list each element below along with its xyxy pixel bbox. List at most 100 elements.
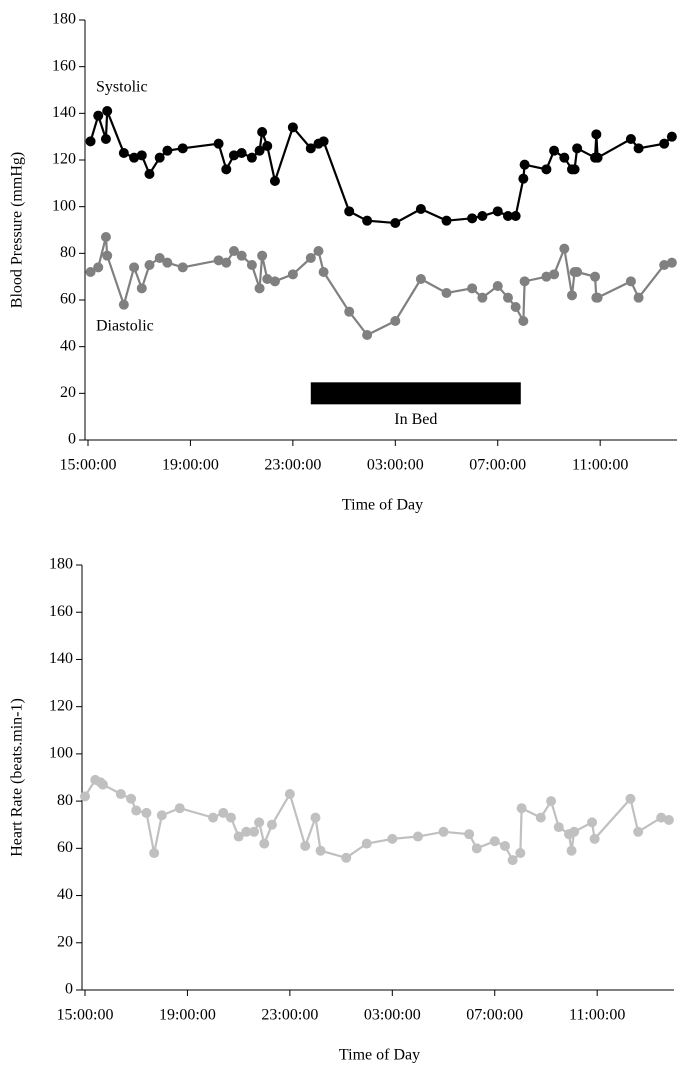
y-tick-label: 20	[57, 933, 73, 950]
data-point	[592, 152, 603, 163]
data-point	[228, 246, 239, 256]
data-point	[492, 206, 503, 217]
data-point	[590, 271, 601, 282]
data-point	[246, 152, 257, 163]
data-point	[390, 316, 401, 326]
data-point	[633, 292, 644, 303]
data-point	[633, 826, 644, 837]
data-point	[102, 106, 113, 116]
data-point	[659, 260, 670, 270]
data-point	[663, 815, 674, 825]
data-point	[549, 269, 560, 280]
data-point	[464, 829, 475, 840]
x-tick-label: 19:00:00	[159, 1007, 216, 1024]
data-point	[559, 243, 570, 254]
data-point	[553, 822, 564, 833]
data-point	[149, 848, 160, 859]
data-point	[213, 138, 224, 149]
data-point	[567, 290, 578, 301]
data-point	[633, 143, 644, 154]
data-point	[441, 288, 452, 298]
data-point	[300, 840, 311, 851]
data-point	[310, 812, 321, 823]
data-point	[666, 131, 677, 142]
data-point	[438, 826, 449, 837]
data-point	[129, 152, 140, 163]
data-point	[666, 257, 677, 268]
series-label: Diastolic	[96, 318, 154, 335]
data-point	[625, 276, 636, 287]
data-point	[510, 302, 521, 312]
data-point	[625, 793, 636, 804]
data-point	[566, 845, 577, 856]
data-point	[259, 838, 270, 849]
data-point	[625, 134, 636, 144]
data-point	[477, 211, 488, 221]
data-point	[499, 840, 510, 851]
data-point	[492, 281, 503, 291]
data-point	[284, 789, 295, 800]
annotation-label: In Bed	[394, 411, 437, 428]
data-point	[218, 807, 229, 818]
data-point	[541, 271, 552, 282]
x-tick-label: 07:00:00	[466, 1007, 523, 1024]
data-point	[318, 267, 329, 277]
data-point	[549, 145, 560, 156]
y-tick-label: 180	[49, 556, 73, 573]
data-point	[233, 831, 244, 842]
data-point	[589, 833, 600, 844]
data-point	[174, 803, 185, 814]
y-axis-title: Heart Rate (beats.min-1)	[9, 698, 26, 857]
data-point	[102, 250, 113, 261]
data-point	[412, 831, 423, 842]
data-point	[515, 848, 526, 859]
data-point	[467, 283, 478, 294]
data-point	[592, 292, 603, 303]
series-line	[89, 110, 673, 225]
data-point	[236, 148, 247, 158]
y-tick-label: 80	[60, 244, 76, 261]
data-point	[257, 250, 268, 261]
series-label: Systolic	[96, 79, 148, 96]
y-tick-label: 160	[52, 57, 76, 74]
data-point	[344, 206, 355, 217]
y-axis-title: Blood Pressure (mmHg)	[9, 152, 26, 308]
x-tick-label: 15:00:00	[57, 1007, 114, 1024]
data-point	[287, 122, 298, 133]
data-point	[156, 810, 167, 821]
data-point	[587, 817, 598, 828]
data-point	[228, 150, 239, 161]
data-point	[249, 826, 260, 837]
data-point	[315, 845, 326, 856]
data-point	[507, 855, 518, 866]
data-point	[100, 232, 111, 242]
data-point	[387, 833, 398, 844]
data-point	[262, 274, 273, 284]
data-point	[502, 211, 513, 221]
data-point	[519, 159, 530, 170]
data-point	[569, 826, 580, 837]
data-point	[129, 262, 140, 273]
data-point	[118, 148, 129, 158]
x-tick-label: 23:00:00	[264, 457, 321, 474]
data-point	[246, 260, 257, 270]
data-point	[144, 169, 155, 179]
data-point	[254, 145, 265, 156]
x-axis-title: Time of Day	[339, 1047, 420, 1064]
data-point	[100, 134, 111, 144]
data-point	[208, 812, 219, 823]
data-point	[118, 299, 129, 310]
data-point	[518, 316, 529, 326]
data-point	[559, 152, 570, 163]
data-point	[221, 164, 232, 175]
x-tick-label: 23:00:00	[261, 1007, 318, 1024]
data-point	[318, 136, 329, 147]
x-tick-label: 03:00:00	[367, 457, 424, 474]
data-point	[254, 283, 265, 294]
x-tick-label: 19:00:00	[162, 457, 219, 474]
data-point	[341, 852, 352, 863]
data-point	[415, 274, 426, 284]
y-tick-label: 40	[57, 886, 73, 903]
